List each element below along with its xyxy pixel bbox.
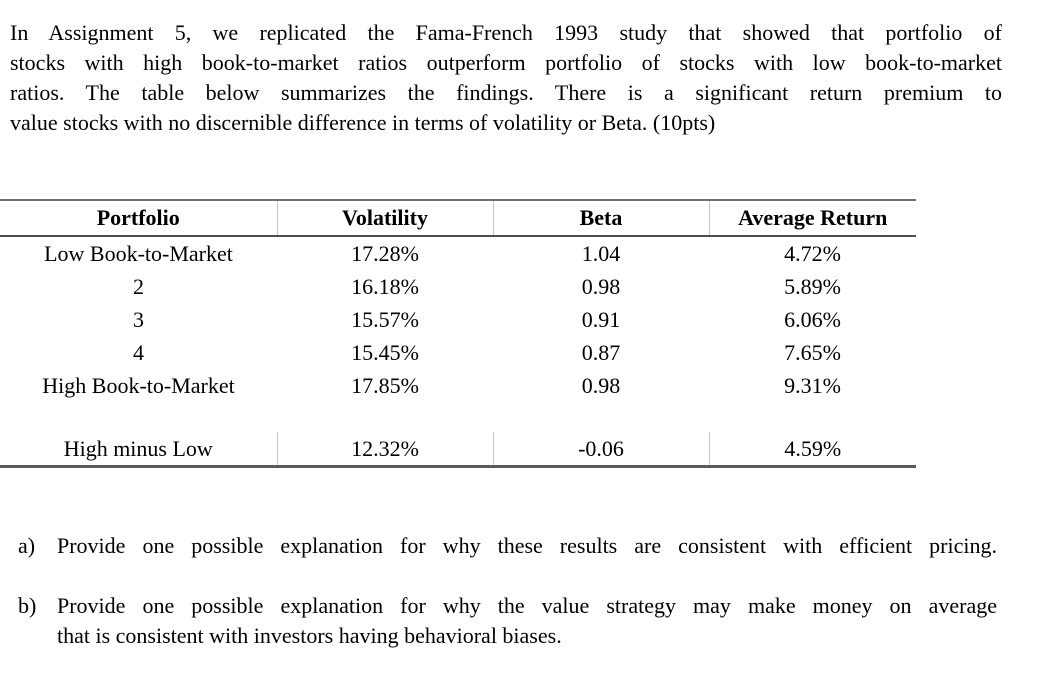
table-header-row: Portfolio Volatility Beta Average Return (0, 200, 916, 237)
intro-line: stocks with high book-to-market ratios o… (10, 50, 1002, 75)
intro-line: value stocks with no discernible differe… (10, 110, 716, 135)
header-volatility: Volatility (276, 200, 493, 237)
table-row: 4 15.45% 0.87 7.65% (0, 336, 916, 369)
cell-beta: 0.98 (581, 273, 621, 299)
header-portfolio: Portfolio (0, 200, 277, 237)
intro-line: In Assignment 5, we replicated the Fama-… (10, 20, 1002, 45)
question-a-label: a) (18, 533, 36, 558)
cell-portfolio: Low Book-to-Market (44, 240, 233, 266)
question-b-text: Provide one possible explanation for why… (57, 593, 997, 648)
results-table-container: Portfolio Volatility Beta Average Return… (0, 199, 916, 468)
questions-section: a) Provide one possible explanation for … (18, 531, 998, 681)
intro-line: ratios. The table below summarizes the f… (10, 80, 1002, 105)
question-b-label: b) (18, 593, 37, 618)
header-beta: Beta (492, 200, 709, 237)
table-row: Low Book-to-Market 17.28% 1.04 4.72% (0, 236, 916, 270)
table-row: 3 15.57% 0.91 6.06% (0, 303, 916, 336)
cell-volatility: 16.18% (351, 273, 419, 299)
results-table: Portfolio Volatility Beta Average Return… (0, 199, 916, 468)
cell-volatility: 17.85% (351, 372, 419, 398)
cell-avg-return: 6.06% (784, 306, 841, 332)
question-b: b) Provide one possible explanation for … (18, 591, 998, 651)
table-row: 2 16.18% 0.98 5.89% (0, 270, 916, 303)
cell-beta: 0.91 (581, 306, 621, 332)
cell-portfolio: 4 (133, 339, 144, 365)
cell-portfolio: 3 (133, 306, 144, 332)
cell-beta: 1.04 (581, 240, 621, 266)
table-spacer-row (0, 402, 916, 432)
cell-avg-return: 4.72% (784, 240, 841, 266)
question-a-text: Provide one possible explanation for why… (57, 533, 997, 558)
cell-volatility: 12.32% (276, 432, 493, 467)
cell-avg-return: 5.89% (784, 273, 841, 299)
cell-beta: -0.06 (492, 432, 709, 467)
cell-beta: 0.87 (581, 339, 621, 365)
intro-paragraph: In Assignment 5, we replicated the Fama-… (10, 18, 1002, 138)
cell-portfolio: High minus Low (63, 435, 213, 461)
cell-portfolio: High Book-to-Market (42, 372, 235, 398)
question-a: a) Provide one possible explanation for … (18, 531, 998, 561)
cell-avg-return: 9.31% (784, 372, 841, 398)
cell-portfolio: 2 (133, 273, 144, 299)
header-average-return: Average Return (708, 200, 916, 237)
cell-volatility: 15.57% (351, 306, 419, 332)
cell-avg-return: 4.59% (708, 432, 916, 467)
table-summary-row: High minus Low 12.32% -0.06 4.59% (0, 432, 916, 467)
cell-volatility: 15.45% (351, 339, 419, 365)
cell-beta: 0.98 (581, 372, 621, 398)
cell-avg-return: 7.65% (784, 339, 841, 365)
table-row: High Book-to-Market 17.85% 0.98 9.31% (0, 369, 916, 402)
cell-volatility: 17.28% (351, 240, 419, 266)
